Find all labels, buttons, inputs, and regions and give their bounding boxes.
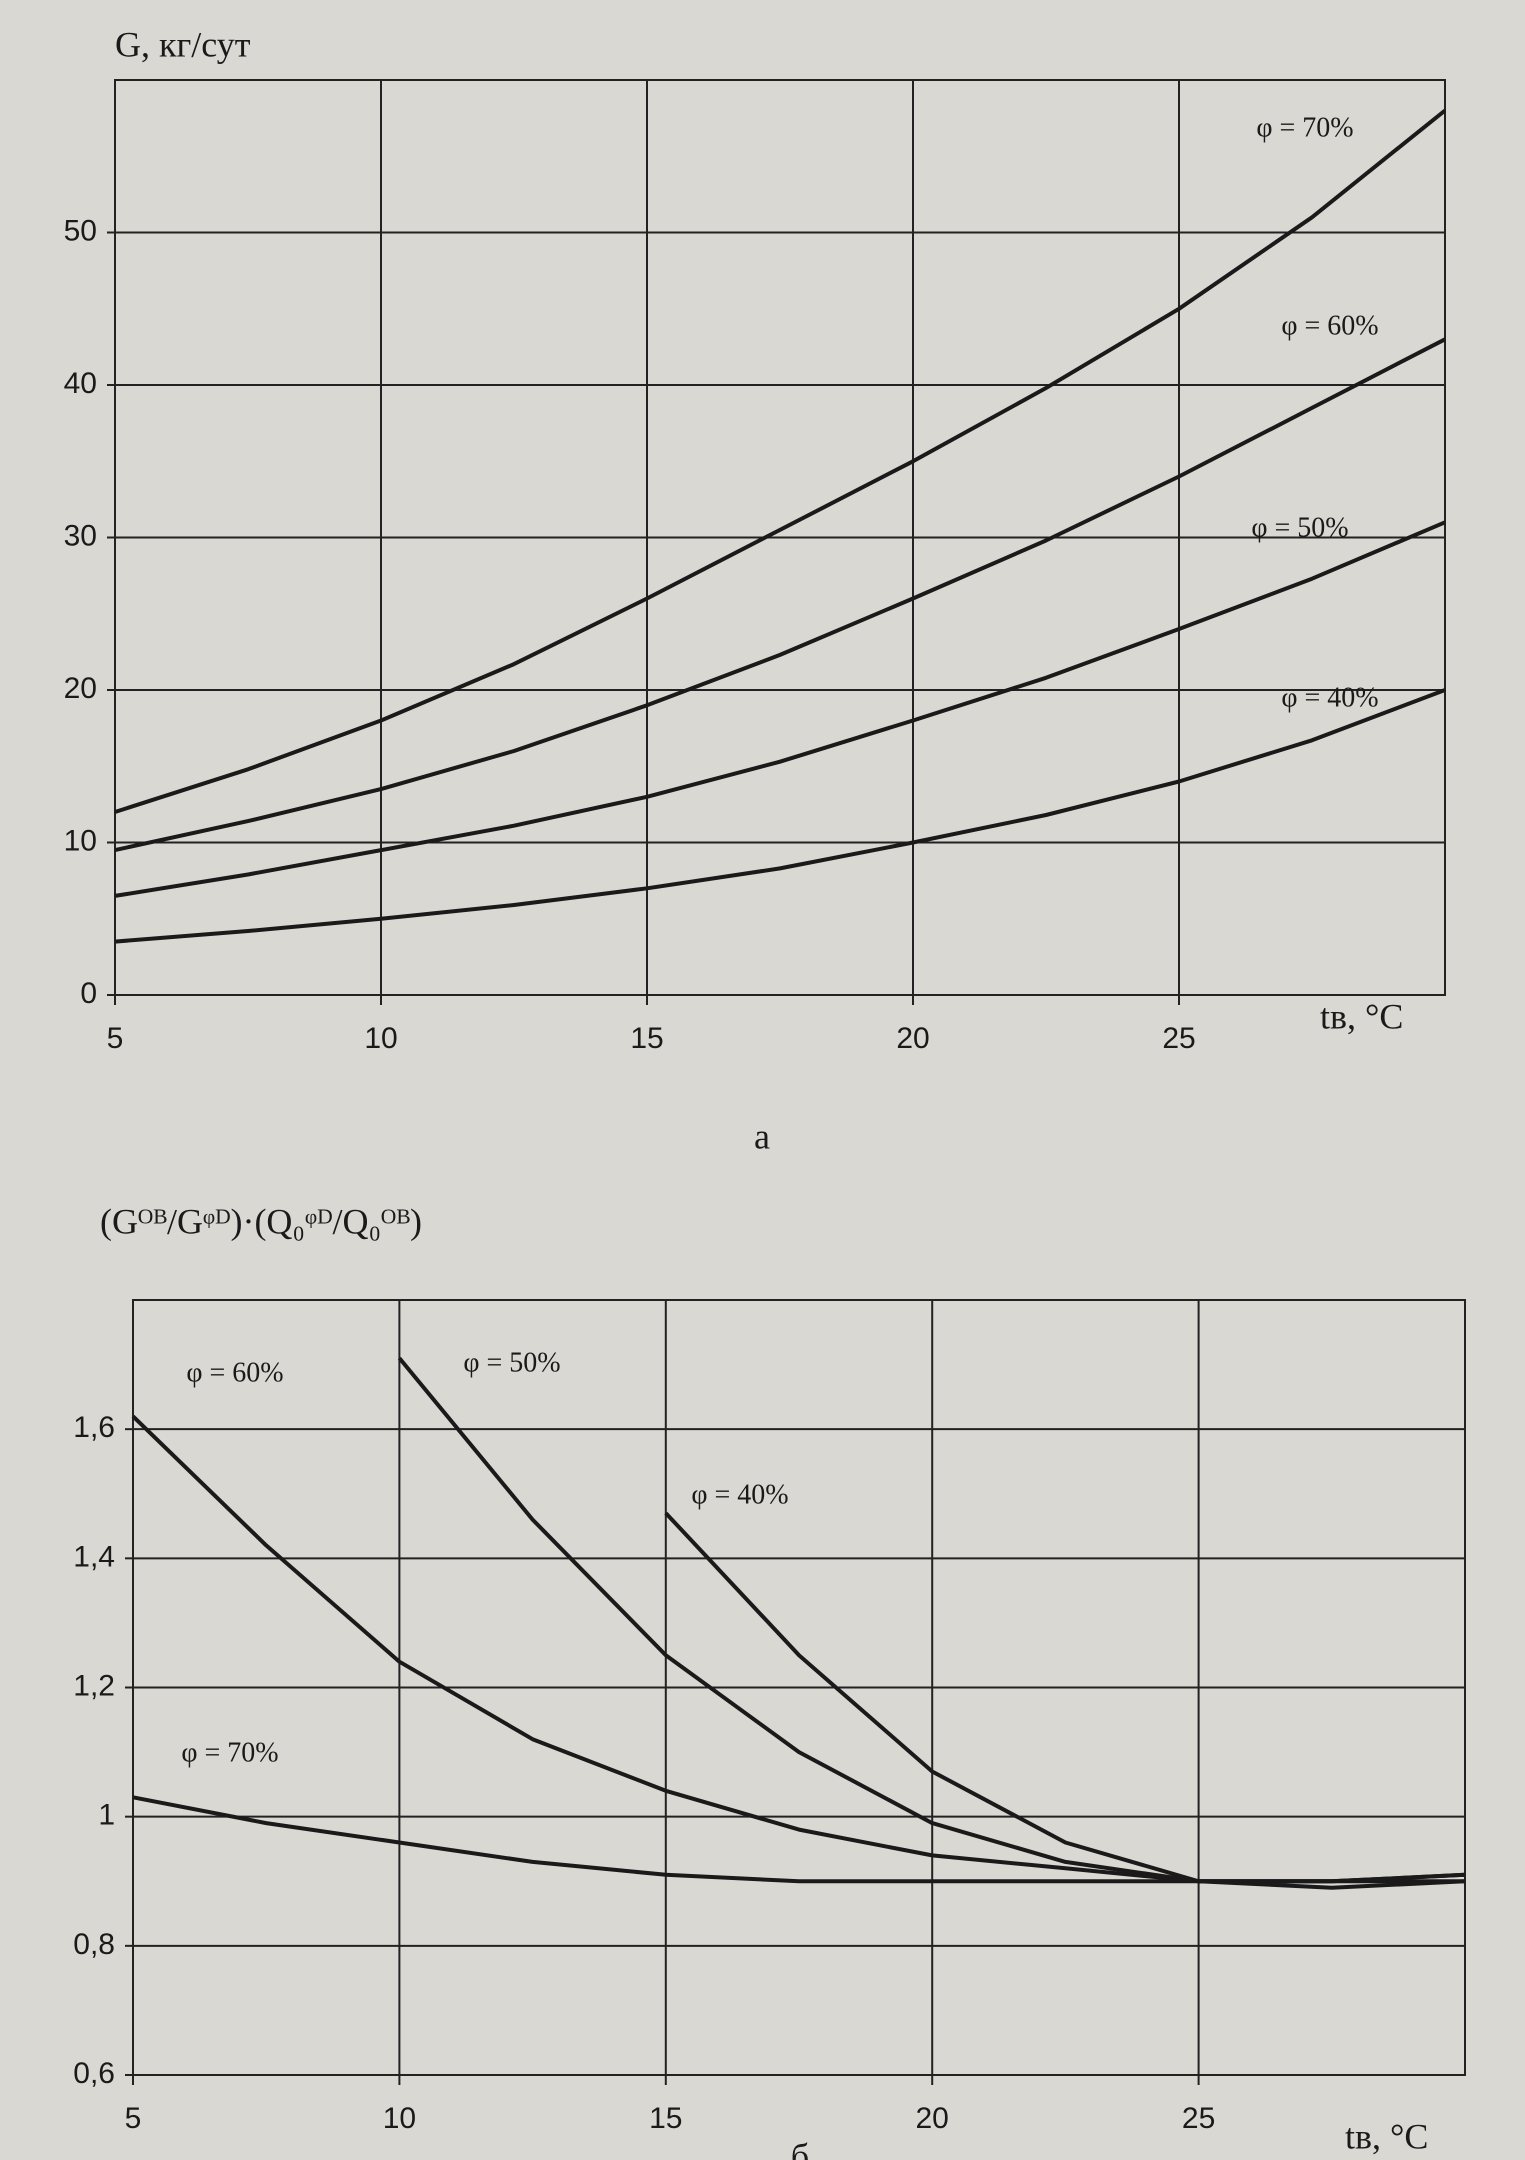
y-tick-label: 0,6 <box>73 2057 115 2090</box>
x-tick-label: 10 <box>364 1022 397 1055</box>
series-line <box>114 520 1446 898</box>
series-label: φ = 40% <box>691 1479 788 1510</box>
series-label: φ = 60% <box>186 1357 283 1388</box>
series-label: φ = 40% <box>1281 682 1378 713</box>
y-tick-label: 0 <box>80 977 97 1010</box>
x-tick-label: 5 <box>125 2102 142 2135</box>
x-tick-label: 25 <box>1162 1022 1195 1055</box>
y-tick-label: 1,6 <box>73 1411 115 1444</box>
y-tick-label: 0,8 <box>73 1928 115 1961</box>
series-label: φ = 50% <box>1251 512 1348 543</box>
chart-caption: б <box>791 2136 809 2160</box>
y-tick-label: 30 <box>64 519 97 552</box>
y-tick-label: 20 <box>64 672 97 705</box>
y-tick-label: 50 <box>64 214 97 247</box>
y-tick-label: 1 <box>98 1799 115 1832</box>
x-tick-label: 15 <box>649 2102 682 2135</box>
x-tick-label: 5 <box>107 1022 124 1055</box>
x-tick-label: 25 <box>1182 2102 1215 2135</box>
x-tick-label: 20 <box>916 2102 949 2135</box>
y-tick-label: 40 <box>64 367 97 400</box>
series-label: φ = 70% <box>181 1737 278 1768</box>
x-axis-label: tв, °C <box>1345 2116 1428 2156</box>
series-label: φ = 50% <box>463 1347 560 1378</box>
series-line <box>114 337 1446 853</box>
y-axis-label: G, кг/сут <box>115 24 251 64</box>
x-tick-label: 10 <box>383 2102 416 2135</box>
series-line <box>664 1511 1466 1890</box>
series-label: φ = 70% <box>1256 112 1353 143</box>
series-line <box>131 1414 1465 1884</box>
series-line <box>132 1795 1466 1884</box>
x-axis-label: tв, °C <box>1320 996 1403 1036</box>
y-tick-label: 1,4 <box>73 1540 115 1573</box>
y-tick-label: 1,2 <box>73 1669 115 1702</box>
series-label: φ = 60% <box>1281 310 1378 341</box>
y-axis-label: (Gᴼᴮ/Gᵠᴰ)·(Q₀ᵠᴰ/Q₀ᴼᴮ) <box>100 1201 422 1241</box>
x-tick-label: 20 <box>896 1022 929 1055</box>
series-line <box>114 108 1447 814</box>
y-tick-label: 10 <box>64 824 97 857</box>
chart-caption: а <box>754 1116 770 1156</box>
x-tick-label: 15 <box>630 1022 663 1055</box>
series-line <box>114 688 1446 944</box>
